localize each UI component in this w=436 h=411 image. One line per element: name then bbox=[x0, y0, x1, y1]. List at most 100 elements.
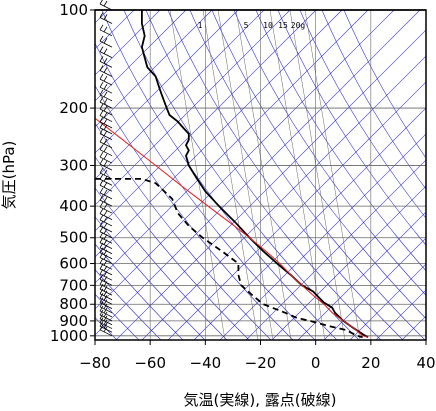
isotherm-line bbox=[95, 10, 369, 284]
wind-barb-flag bbox=[99, 252, 104, 258]
wind-barb-flag bbox=[103, 26, 108, 33]
wind-barb bbox=[99, 108, 113, 116]
dewpoint-line bbox=[95, 178, 363, 339]
wind-barb-flag bbox=[103, 319, 108, 325]
wind-barb-flag bbox=[99, 24, 104, 31]
y-tick-label: 400 bbox=[59, 197, 88, 215]
wind-barb-flag bbox=[99, 288, 104, 294]
wind-barb-flag bbox=[99, 317, 104, 323]
wind-barb-flag bbox=[99, 144, 104, 150]
wind-barb bbox=[99, 61, 113, 68]
wind-barb-flag bbox=[103, 270, 108, 277]
y-tick-label: 200 bbox=[59, 99, 88, 117]
x-tick-label: −20 bbox=[245, 354, 277, 372]
x-tick-label: −40 bbox=[190, 354, 222, 372]
mixing-ratio-labels: 1 5 10 15 20g bbox=[198, 21, 306, 30]
y-tick-label: 100 bbox=[59, 1, 88, 19]
wind-barb-flag bbox=[99, 226, 104, 232]
wind-barb-flag bbox=[103, 260, 108, 266]
mixing-ratio-label: 20g bbox=[291, 21, 306, 30]
wind-barb bbox=[99, 141, 113, 149]
wind-barb-flag bbox=[103, 67, 108, 73]
y-axis-title: 気圧(hPa) bbox=[0, 141, 18, 210]
wind-barb-flag bbox=[103, 0, 108, 7]
wind-barb-flag bbox=[103, 189, 108, 196]
isotherm-line bbox=[95, 10, 265, 180]
wind-barb-flag bbox=[99, 301, 104, 308]
wind-barb-flag bbox=[103, 315, 108, 321]
wind-barb bbox=[99, 70, 113, 77]
wind-barb bbox=[99, 29, 113, 37]
wind-barb-flag bbox=[103, 210, 108, 216]
x-tick-label: −60 bbox=[134, 354, 166, 372]
wind-barb-flag bbox=[103, 228, 108, 234]
wind-barb-flag bbox=[99, 208, 104, 214]
wind-barb-flag bbox=[99, 258, 104, 264]
wind-barb-flag bbox=[103, 311, 108, 318]
wind-barb-flag bbox=[99, 293, 104, 299]
wind-barb bbox=[99, 40, 113, 48]
wind-barb bbox=[99, 329, 113, 337]
wind-barb-flag bbox=[99, 309, 104, 316]
mixing-ratio-label: 5 bbox=[244, 21, 249, 30]
wind-barb bbox=[99, 86, 113, 94]
wind-barb-flag bbox=[103, 276, 108, 282]
wind-barb-flag bbox=[103, 239, 108, 245]
wind-barb-flag bbox=[103, 303, 108, 310]
wind-barb-flag bbox=[99, 274, 104, 280]
wind-barb-flag bbox=[103, 98, 108, 105]
wind-barb bbox=[99, 192, 113, 200]
wind-barb-flag bbox=[99, 122, 104, 129]
wind-barb-flag bbox=[103, 48, 108, 54]
x-axis: −80 −60 −40 −20 0 20 40 bbox=[79, 340, 436, 372]
dry-adiabat-line bbox=[255, 10, 426, 272]
wind-barb-flag bbox=[99, 247, 104, 253]
wind-barb-flag bbox=[103, 138, 108, 145]
x-tick-label: 20 bbox=[361, 354, 380, 372]
y-tick-label: 900 bbox=[59, 312, 88, 330]
profiles bbox=[95, 10, 369, 339]
wind-barb bbox=[99, 51, 113, 58]
wind-barb-flag bbox=[99, 0, 103, 5]
isotherm-line bbox=[95, 10, 239, 154]
wind-barb-flag bbox=[103, 254, 108, 260]
wind-barb-flag bbox=[103, 326, 108, 333]
wind-barb-flag bbox=[99, 194, 104, 201]
y-tick-label: 800 bbox=[59, 295, 88, 313]
wind-barb-flag bbox=[103, 222, 108, 229]
dry-adiabat-line bbox=[299, 10, 426, 219]
wind-barb-flag bbox=[99, 56, 104, 62]
wind-barb-flag bbox=[103, 58, 108, 64]
wind-barb-flag bbox=[99, 46, 104, 52]
wind-barb-flag bbox=[103, 153, 108, 160]
wind-barb-flag bbox=[99, 180, 104, 186]
wind-barb-flag bbox=[103, 265, 108, 272]
wind-barb-flag bbox=[103, 83, 108, 90]
wind-barb-flag bbox=[103, 244, 108, 250]
wind-barb-flag bbox=[99, 128, 104, 134]
wind-barb-flag bbox=[103, 118, 108, 125]
mixing-ratio-label: 1 bbox=[198, 21, 203, 30]
wind-barb-flag bbox=[99, 242, 104, 248]
wind-barb bbox=[99, 178, 113, 186]
wind-barb-flag bbox=[103, 75, 108, 82]
wind-barb bbox=[99, 213, 113, 221]
wind-barb bbox=[99, 242, 113, 249]
wind-barb-flag bbox=[99, 324, 104, 331]
isotherm-line bbox=[95, 10, 343, 258]
wind-barb-flag bbox=[99, 268, 104, 275]
wind-barb-flag bbox=[103, 169, 108, 176]
wind-barb-flag bbox=[99, 167, 104, 174]
wind-barb-flag bbox=[99, 151, 104, 158]
wind-barb-flag bbox=[103, 307, 108, 314]
wind-barb-flag bbox=[99, 283, 104, 290]
wind-barb bbox=[99, 127, 113, 135]
dry-adiabat-line bbox=[277, 10, 426, 246]
wind-barb bbox=[99, 231, 113, 239]
wind-barb-flag bbox=[99, 73, 104, 80]
wind-barb bbox=[99, 262, 113, 270]
isotherm-line bbox=[95, 10, 187, 102]
wind-barbs bbox=[99, 0, 113, 337]
y-tick-label: 600 bbox=[59, 255, 88, 273]
